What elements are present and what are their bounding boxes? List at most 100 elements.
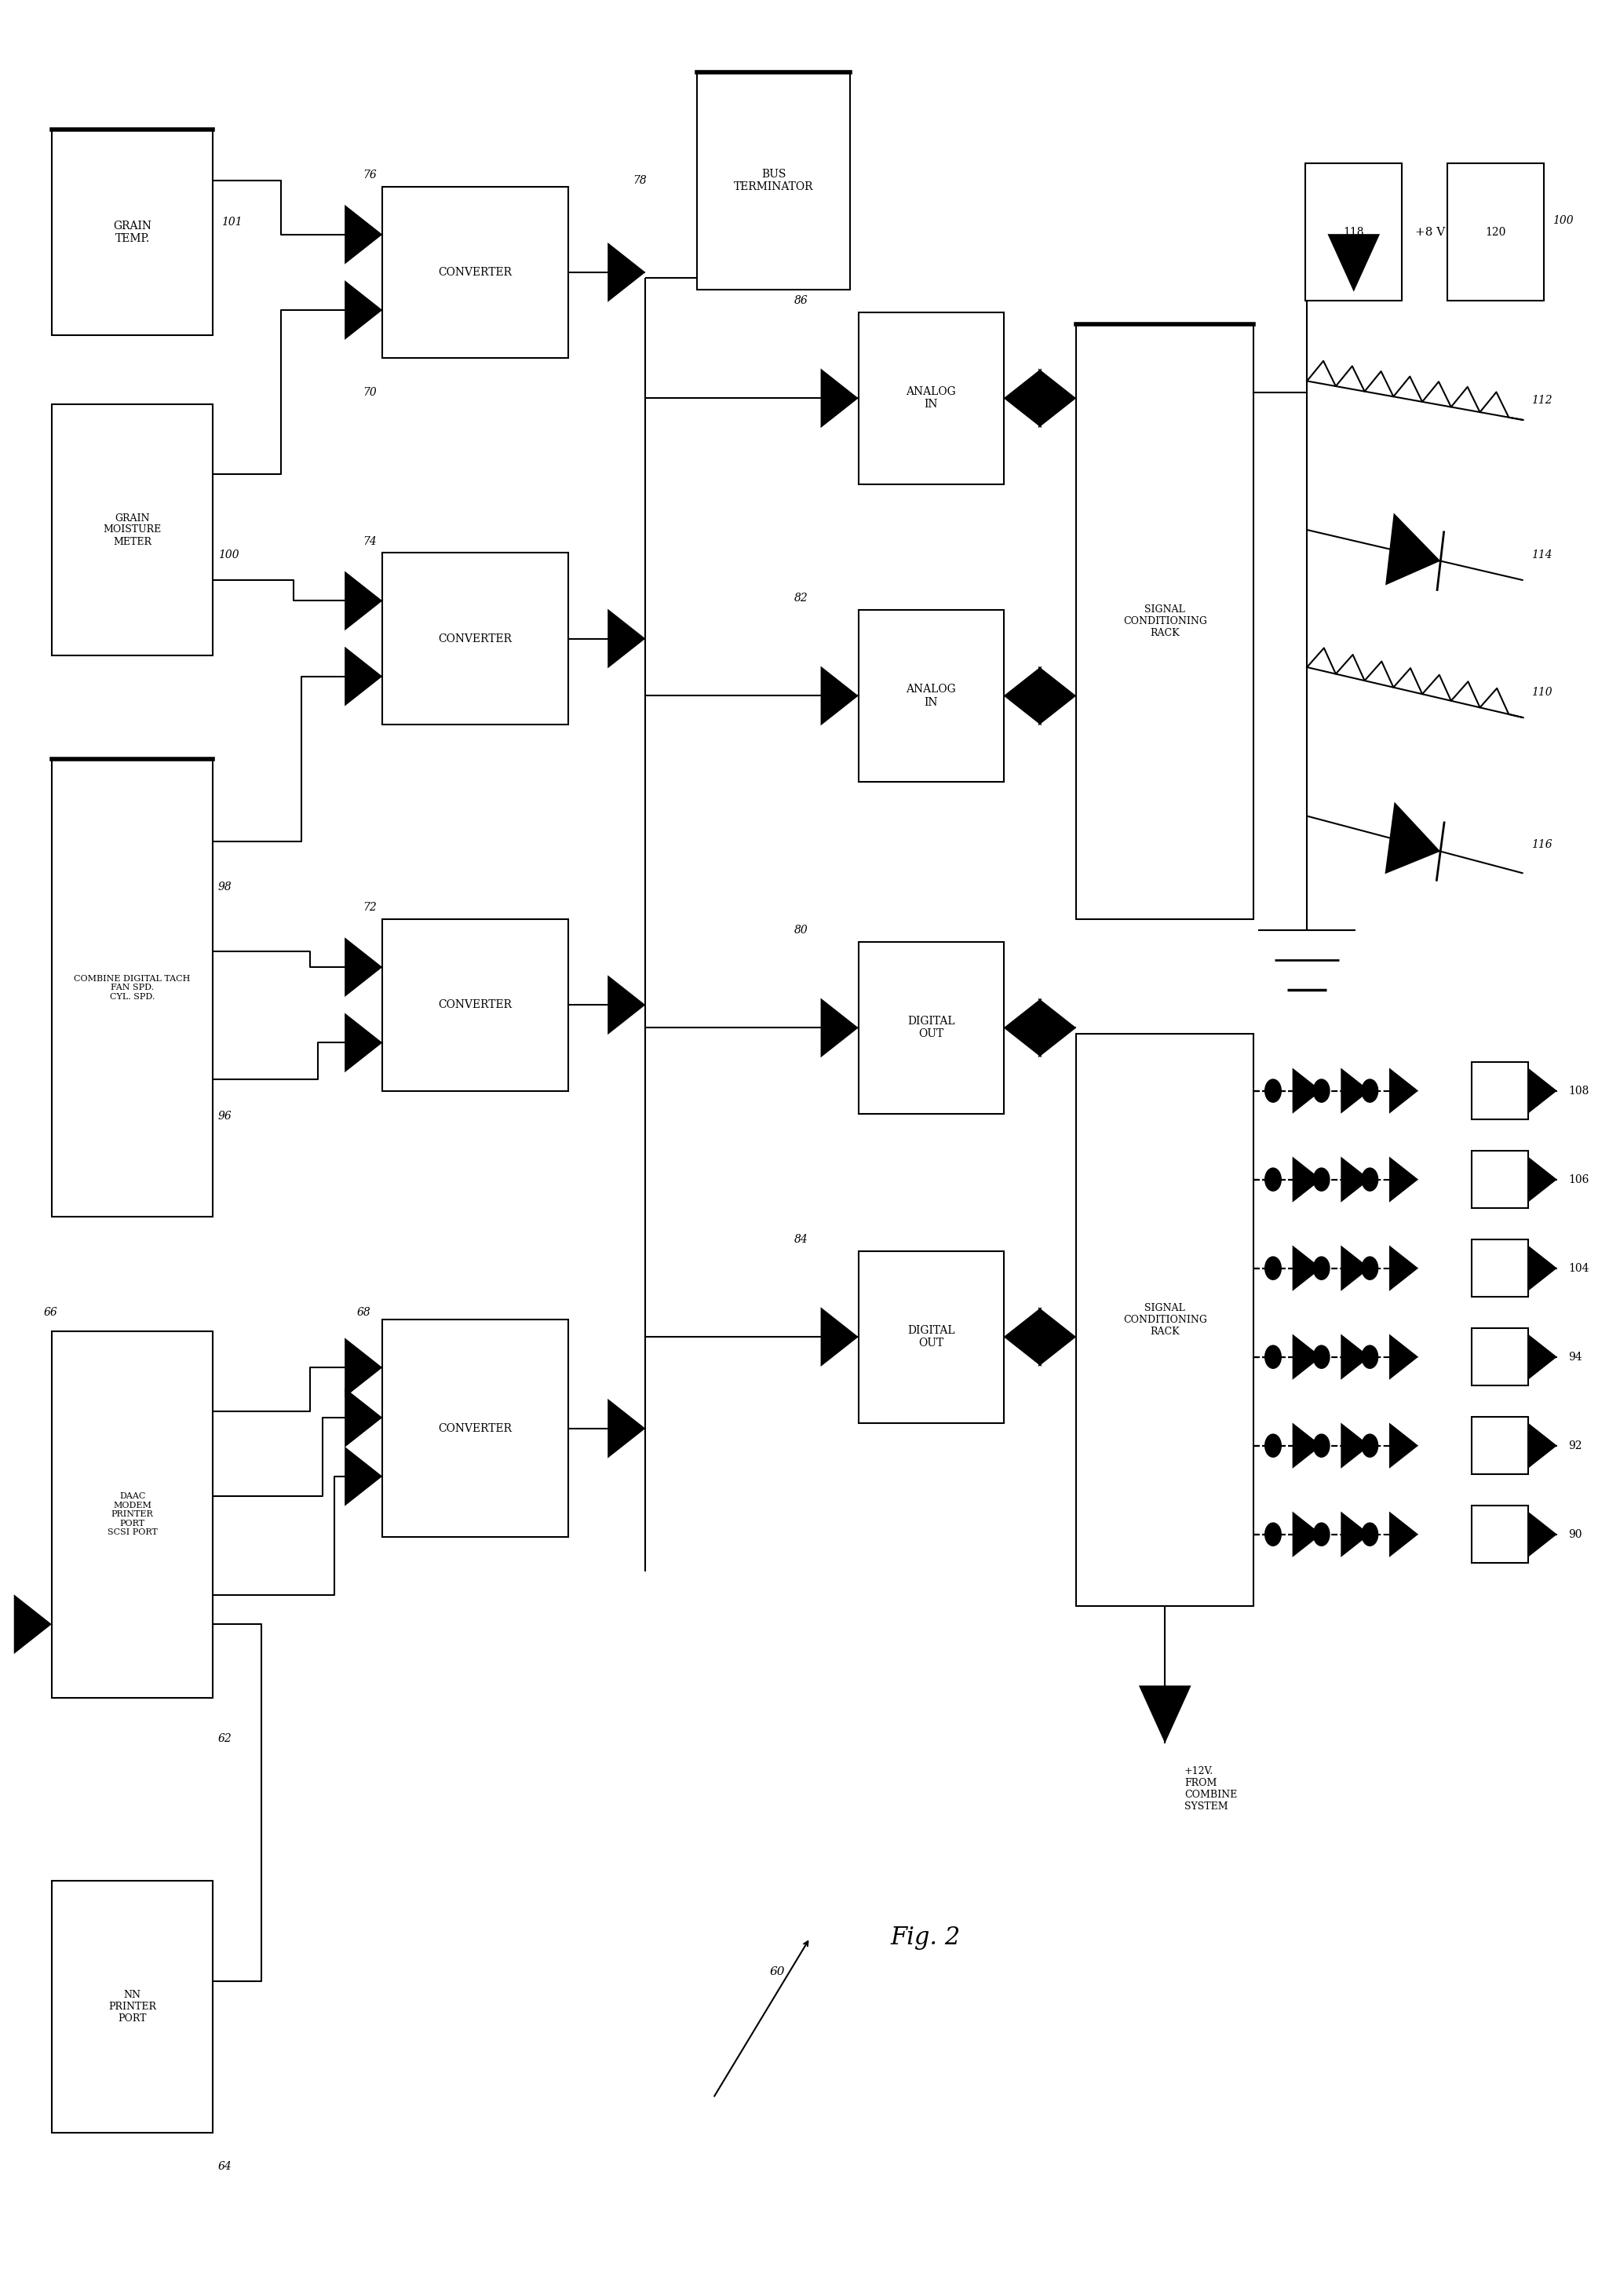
Polygon shape	[1293, 1511, 1322, 1557]
Circle shape	[1362, 1435, 1379, 1458]
Text: 104: 104	[1568, 1263, 1589, 1274]
Text: SIGNAL
CONDITIONING
RACK: SIGNAL CONDITIONING RACK	[1123, 604, 1207, 638]
Bar	[382, 918, 569, 1091]
Text: 90: 90	[1568, 1529, 1583, 1541]
Text: CONVERTER: CONVERTER	[439, 266, 512, 278]
Text: +8 V: +8 V	[1414, 227, 1445, 239]
Polygon shape	[1385, 512, 1440, 585]
Circle shape	[1362, 1256, 1379, 1279]
Text: 100: 100	[1552, 216, 1573, 227]
Text: 66: 66	[44, 1306, 58, 1318]
Polygon shape	[1341, 1511, 1371, 1557]
Circle shape	[1362, 1079, 1379, 1102]
Polygon shape	[1390, 1334, 1418, 1380]
Text: ANALOG
IN: ANALOG IN	[906, 684, 956, 707]
Polygon shape	[1341, 1068, 1371, 1114]
Text: 96: 96	[217, 1111, 232, 1120]
Polygon shape	[345, 280, 382, 340]
Circle shape	[1362, 1345, 1379, 1368]
Polygon shape	[1385, 801, 1440, 875]
Polygon shape	[1293, 1334, 1322, 1380]
Text: 68: 68	[356, 1306, 371, 1318]
Text: NN
PRINTER
PORT: NN PRINTER PORT	[109, 1991, 156, 2023]
Polygon shape	[1293, 1424, 1322, 1469]
Bar	[859, 312, 1004, 484]
Circle shape	[1265, 1522, 1281, 1545]
Polygon shape	[1341, 1334, 1371, 1380]
Text: CONVERTER: CONVERTER	[439, 999, 512, 1010]
Text: GRAIN
TEMP.: GRAIN TEMP.	[113, 220, 152, 243]
Polygon shape	[821, 367, 859, 427]
Text: 101: 101	[220, 216, 241, 227]
Polygon shape	[1528, 1424, 1557, 1469]
Text: 60: 60	[769, 1968, 786, 1977]
Polygon shape	[345, 1387, 382, 1446]
Polygon shape	[345, 1446, 382, 1506]
Text: 78: 78	[632, 174, 646, 186]
Bar	[382, 186, 569, 358]
Polygon shape	[1328, 234, 1380, 292]
Polygon shape	[821, 1306, 859, 1366]
Circle shape	[1362, 1169, 1379, 1192]
Bar	[52, 1332, 212, 1697]
Polygon shape	[1038, 999, 1076, 1058]
Text: 94: 94	[1568, 1352, 1583, 1362]
Polygon shape	[345, 1013, 382, 1072]
Bar	[1471, 1417, 1528, 1474]
Polygon shape	[1293, 1068, 1322, 1114]
Text: 70: 70	[363, 388, 377, 397]
Text: 82: 82	[794, 592, 808, 604]
Bar	[1076, 324, 1254, 918]
Circle shape	[1265, 1079, 1281, 1102]
Text: 108: 108	[1568, 1086, 1589, 1095]
Text: 106: 106	[1568, 1173, 1589, 1185]
Polygon shape	[821, 666, 859, 726]
Text: DAAC
MODEM
PRINTER
PORT
SCSI PORT: DAAC MODEM PRINTER PORT SCSI PORT	[107, 1492, 157, 1536]
Polygon shape	[1293, 1157, 1322, 1203]
Circle shape	[1314, 1345, 1330, 1368]
Polygon shape	[1004, 1306, 1042, 1366]
Bar	[1471, 1150, 1528, 1208]
Polygon shape	[1390, 1511, 1418, 1557]
Polygon shape	[1528, 1244, 1557, 1290]
Text: 110: 110	[1531, 687, 1552, 698]
Circle shape	[1362, 1522, 1379, 1545]
Bar	[52, 1880, 212, 2133]
Text: CONVERTER: CONVERTER	[439, 1424, 512, 1435]
Circle shape	[1314, 1079, 1330, 1102]
Polygon shape	[1004, 666, 1042, 726]
Bar	[1471, 1506, 1528, 1564]
Polygon shape	[1341, 1157, 1371, 1203]
Polygon shape	[1341, 1244, 1371, 1290]
Circle shape	[1314, 1169, 1330, 1192]
Text: 120: 120	[1486, 227, 1507, 239]
Circle shape	[1314, 1256, 1330, 1279]
Polygon shape	[1390, 1244, 1418, 1290]
Text: 98: 98	[217, 882, 232, 893]
Text: ANALOG
IN: ANALOG IN	[906, 386, 956, 411]
Text: DIGITAL
OUT: DIGITAL OUT	[907, 1325, 954, 1348]
Bar	[859, 941, 1004, 1114]
Text: 74: 74	[363, 535, 377, 546]
Polygon shape	[608, 608, 645, 668]
Text: GRAIN
MOISTURE
METER: GRAIN MOISTURE METER	[104, 512, 162, 546]
Bar	[1471, 1329, 1528, 1384]
Polygon shape	[345, 1339, 382, 1398]
Text: +12V.
FROM
COMBINE
SYSTEM: +12V. FROM COMBINE SYSTEM	[1184, 1766, 1238, 1812]
Text: 72: 72	[363, 902, 377, 914]
Bar	[697, 71, 850, 289]
Bar	[382, 1320, 569, 1538]
Circle shape	[1265, 1435, 1281, 1458]
Bar	[52, 758, 212, 1217]
Polygon shape	[345, 204, 382, 264]
Circle shape	[1314, 1435, 1330, 1458]
Circle shape	[1265, 1169, 1281, 1192]
Text: 114: 114	[1531, 549, 1552, 560]
Polygon shape	[1390, 1157, 1418, 1203]
Polygon shape	[821, 999, 859, 1058]
Text: 86: 86	[794, 296, 808, 305]
Polygon shape	[1004, 367, 1042, 427]
Text: 118: 118	[1343, 227, 1364, 239]
Polygon shape	[1293, 1244, 1322, 1290]
Text: 84: 84	[794, 1233, 808, 1244]
